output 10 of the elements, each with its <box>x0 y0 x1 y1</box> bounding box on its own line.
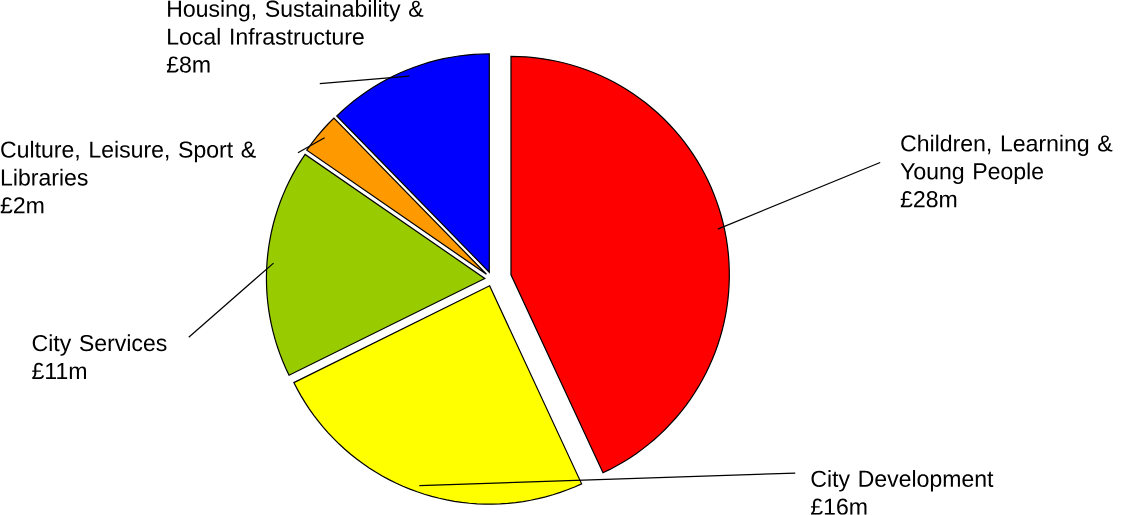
slice-label: City Services <box>32 334 167 356</box>
data-label: £8m <box>166 56 210 73</box>
slice-label: Children, Learning & Young People <box>900 134 1113 185</box>
data-label: £2m <box>0 197 44 214</box>
data-label: £16m <box>810 498 867 515</box>
slice-label: City Development <box>811 470 994 492</box>
data-label: £11m <box>32 362 86 379</box>
legend-label: Culture, Leisure, Sport & Libraries <box>1 140 256 186</box>
data-label: £28m <box>900 191 957 208</box>
slice-label: Housing, Sustainability & Local Infrastructure <box>168 0 424 45</box>
